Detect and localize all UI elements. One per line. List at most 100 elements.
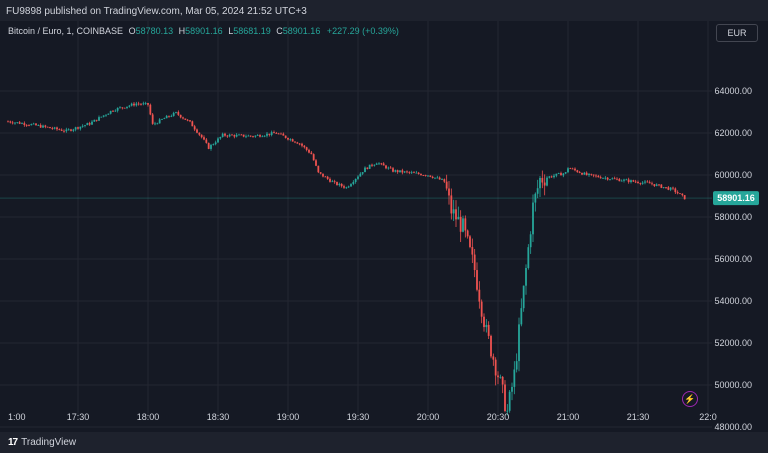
time-tick-label: 22:0 (699, 412, 717, 422)
candle-body (86, 123, 89, 126)
candle-body (361, 172, 364, 174)
tradingview-logo-text: TradingView (21, 437, 77, 448)
candle-body (228, 134, 231, 137)
candle-body (513, 369, 516, 387)
candle-body (168, 115, 170, 117)
candle-body (452, 209, 455, 214)
candle-body (674, 188, 677, 193)
high-value: 58901.16 (185, 26, 223, 36)
symbol-name: Bitcoin / Euro, 1, COINBASE (8, 26, 124, 36)
candle-body (135, 103, 138, 106)
candle-body (378, 163, 380, 165)
candle-body (231, 134, 233, 136)
candle-body (436, 177, 439, 179)
candle-body (627, 179, 630, 183)
candle-body (637, 181, 639, 184)
candle-body (88, 123, 91, 125)
candle-body (336, 182, 338, 186)
candle-body (532, 202, 534, 235)
last-price-badge (713, 191, 759, 206)
candle-body (578, 172, 581, 173)
candle-body (107, 113, 110, 115)
candle-body (240, 134, 243, 136)
low-value: 58681.19 (233, 26, 271, 36)
candle-body (350, 184, 352, 187)
candle-body (317, 165, 320, 173)
time-tick-label: 20:00 (417, 412, 440, 422)
candle-body (319, 172, 322, 174)
price-tick-label: 50000.00 (714, 380, 752, 390)
candle-body (478, 289, 481, 302)
candle-body (275, 133, 278, 134)
candle-body (249, 135, 252, 137)
candle-body (74, 127, 77, 130)
candles (7, 101, 686, 416)
candle-body (291, 139, 294, 142)
lightning-icon[interactable]: ⚡ (682, 391, 698, 407)
candle-body (410, 172, 413, 174)
candle-body (443, 179, 446, 182)
candle-body (25, 124, 28, 126)
candle-body (151, 114, 154, 124)
candle-body (595, 175, 597, 177)
tradingview-logo[interactable]: 17 TradingView (8, 437, 76, 448)
candle-body (448, 188, 450, 196)
candle-body (609, 179, 611, 181)
candle-body (16, 122, 19, 124)
candle-body (408, 171, 411, 173)
candle-body (490, 335, 492, 357)
candle-body (518, 324, 520, 362)
candle-body (576, 170, 579, 173)
candle-body (681, 193, 684, 196)
candle-body (98, 117, 100, 121)
candle-body (158, 119, 161, 124)
candle-body (497, 375, 499, 378)
candle-body (536, 188, 539, 194)
candle-body (632, 180, 635, 182)
candle-body (618, 179, 621, 182)
candle-body (427, 175, 429, 177)
candle-body (539, 177, 541, 189)
candle-body (42, 125, 44, 128)
price-tick-label: 52000.00 (714, 338, 752, 348)
candle-body (28, 125, 30, 126)
candle-body (280, 133, 282, 135)
candle-body (553, 175, 555, 178)
candle-body (651, 183, 653, 185)
candle-body (679, 193, 681, 195)
candle-body (44, 125, 47, 127)
candlestick-chart[interactable]: 64000.00 62000.00 60000.00 58000.00 56000.00… (0, 21, 768, 432)
candle-body (65, 129, 68, 132)
candle-body (588, 173, 590, 176)
candle-body (560, 173, 562, 176)
candle-body (261, 136, 264, 138)
candle-body (611, 178, 614, 180)
candle-body (506, 410, 509, 412)
candle-body (590, 173, 593, 175)
candle-body (665, 187, 667, 188)
candle-body (639, 183, 642, 184)
price-tick-label: 56000.00 (714, 254, 752, 264)
candle-body (46, 126, 49, 128)
candle-body (144, 102, 147, 104)
candle-body (485, 324, 488, 328)
candle-body (72, 129, 75, 131)
candle-body (641, 182, 644, 184)
candle-body (473, 254, 476, 271)
candle-body (396, 170, 399, 173)
candle-body (375, 163, 378, 165)
candle-body (392, 168, 394, 172)
candle-body (415, 172, 418, 174)
candle-body (387, 167, 390, 169)
candle-body (564, 172, 567, 174)
candle-body (469, 236, 471, 248)
price-tick-label: 64000.00 (714, 86, 752, 96)
candle-body (191, 121, 194, 127)
symbol-legend: Bitcoin / Euro, 1, COINBASE O58780.13 H5… (8, 26, 399, 36)
candle-body (667, 187, 670, 190)
candle-body (186, 119, 189, 121)
chart-area[interactable] (0, 21, 768, 432)
currency-button[interactable]: EUR (716, 24, 758, 42)
candle-body (333, 181, 336, 183)
candle-body (494, 359, 497, 376)
